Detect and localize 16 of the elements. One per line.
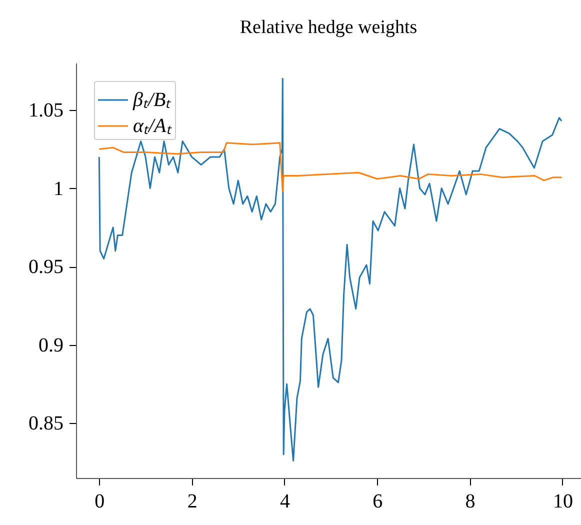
x-tick-label: 6 (372, 490, 383, 512)
line-series (98, 78, 562, 462)
legend-label: αₜ/Aₜ (133, 115, 172, 137)
x-tick-label: 2 (187, 490, 198, 512)
y-tick-label: 0.85 (28, 412, 64, 435)
chart-title: Relative hedge weights (240, 17, 418, 38)
x-tick-label: 8 (465, 490, 476, 512)
y-tick-label: 1.05 (28, 99, 64, 122)
y-tick-label: 0.9 (38, 334, 64, 356)
y-tick-label: 0.95 (28, 256, 64, 278)
y-tick-label: 1 (54, 178, 64, 200)
x-tick-label: 0 (94, 490, 105, 512)
line-series (98, 142, 562, 192)
legend-label: βₜ/Bₜ (132, 89, 172, 111)
x-tick-label: 4 (280, 490, 290, 512)
x-tick-label: 10 (552, 490, 573, 512)
